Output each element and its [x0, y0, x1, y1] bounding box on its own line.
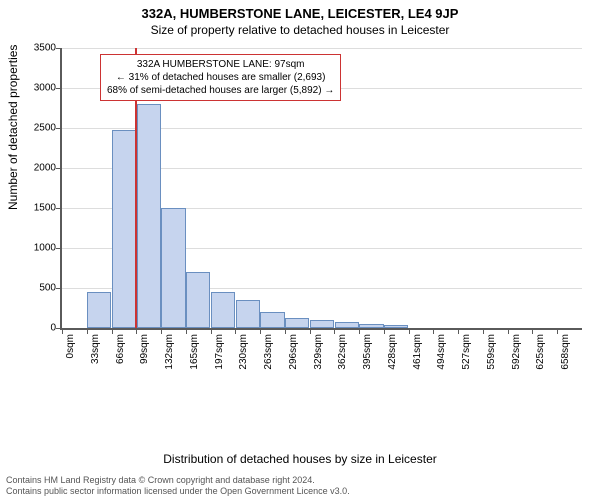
annotation-line-3: 68% of semi-detached houses are larger (…: [107, 84, 334, 97]
x-tick-label: 461sqm: [412, 334, 423, 370]
x-tick-label: 428sqm: [387, 334, 398, 370]
x-tick-mark: [483, 328, 484, 334]
histogram-bar: [186, 272, 210, 328]
x-tick-label: 165sqm: [189, 334, 200, 370]
x-tick-mark: [310, 328, 311, 334]
x-tick-mark: [384, 328, 385, 334]
annotation-box: 332A HUMBERSTONE LANE: 97sqm ← 31% of de…: [100, 54, 341, 101]
histogram-bar: [335, 322, 359, 328]
x-tick-label: 559sqm: [486, 334, 497, 370]
footer-line-1: Contains HM Land Registry data © Crown c…: [6, 475, 594, 487]
x-tick-label: 625sqm: [535, 334, 546, 370]
x-tick-label: 0sqm: [65, 334, 76, 358]
x-tick-label: 230sqm: [238, 334, 249, 370]
histogram-bar: [236, 300, 260, 328]
y-tick-label: 2000: [34, 163, 56, 174]
page-title: 332A, HUMBERSTONE LANE, LEICESTER, LE4 9…: [0, 0, 600, 21]
x-axis-label: Distribution of detached houses by size …: [0, 452, 600, 466]
x-tick-mark: [260, 328, 261, 334]
x-tick-label: 197sqm: [214, 334, 225, 370]
x-tick-label: 494sqm: [436, 334, 447, 370]
histogram-bar: [211, 292, 235, 328]
y-tick-label: 1000: [34, 243, 56, 254]
x-tick-label: 263sqm: [263, 334, 274, 370]
histogram-bar: [112, 130, 136, 328]
x-tick-mark: [235, 328, 236, 334]
y-tick-label: 3500: [34, 43, 56, 54]
x-tick-mark: [285, 328, 286, 334]
x-tick-mark: [186, 328, 187, 334]
footer-line-2: Contains public sector information licen…: [6, 486, 594, 498]
histogram-bar: [161, 208, 185, 328]
y-tick-label: 500: [39, 283, 56, 294]
chart-container: 332A, HUMBERSTONE LANE, LEICESTER, LE4 9…: [0, 0, 600, 500]
x-tick-label: 658sqm: [560, 334, 571, 370]
histogram-bar: [384, 325, 408, 328]
annotation-line-1: 332A HUMBERSTONE LANE: 97sqm: [107, 58, 334, 71]
y-tick-label: 2500: [34, 123, 56, 134]
x-tick-mark: [433, 328, 434, 334]
x-tick-label: 527sqm: [461, 334, 472, 370]
histogram-bar: [137, 104, 161, 328]
x-tick-label: 132sqm: [164, 334, 175, 370]
x-tick-label: 395sqm: [362, 334, 373, 370]
histogram-bar: [285, 318, 309, 328]
x-tick-label: 99sqm: [139, 334, 150, 364]
histogram-bar: [260, 312, 284, 328]
x-tick-mark: [532, 328, 533, 334]
x-tick-mark: [557, 328, 558, 334]
x-tick-mark: [112, 328, 113, 334]
x-tick-label: 33sqm: [90, 334, 101, 364]
histogram-bar: [359, 324, 383, 328]
x-tick-label: 296sqm: [288, 334, 299, 370]
y-tick-label: 1500: [34, 203, 56, 214]
x-tick-mark: [409, 328, 410, 334]
x-tick-mark: [458, 328, 459, 334]
x-tick-mark: [136, 328, 137, 334]
x-tick-mark: [62, 328, 63, 334]
x-tick-label: 329sqm: [313, 334, 324, 370]
footer: Contains HM Land Registry data © Crown c…: [0, 475, 600, 498]
annotation-line-2: ← 31% of detached houses are smaller (2,…: [107, 71, 334, 84]
histogram-bar: [87, 292, 111, 328]
chart-area: 05001000150020002500300035000sqm33sqm66s…: [60, 48, 580, 388]
y-tick-label: 3000: [34, 83, 56, 94]
x-tick-mark: [508, 328, 509, 334]
x-tick-label: 66sqm: [115, 334, 126, 364]
x-tick-label: 362sqm: [337, 334, 348, 370]
y-axis-label: Number of detached properties: [6, 45, 20, 210]
histogram-bar: [310, 320, 334, 328]
x-tick-mark: [334, 328, 335, 334]
page-subtitle: Size of property relative to detached ho…: [0, 23, 600, 37]
x-tick-mark: [359, 328, 360, 334]
x-tick-label: 592sqm: [511, 334, 522, 370]
x-tick-mark: [161, 328, 162, 334]
x-tick-mark: [211, 328, 212, 334]
x-tick-mark: [87, 328, 88, 334]
y-tick-label: 0: [50, 323, 56, 334]
